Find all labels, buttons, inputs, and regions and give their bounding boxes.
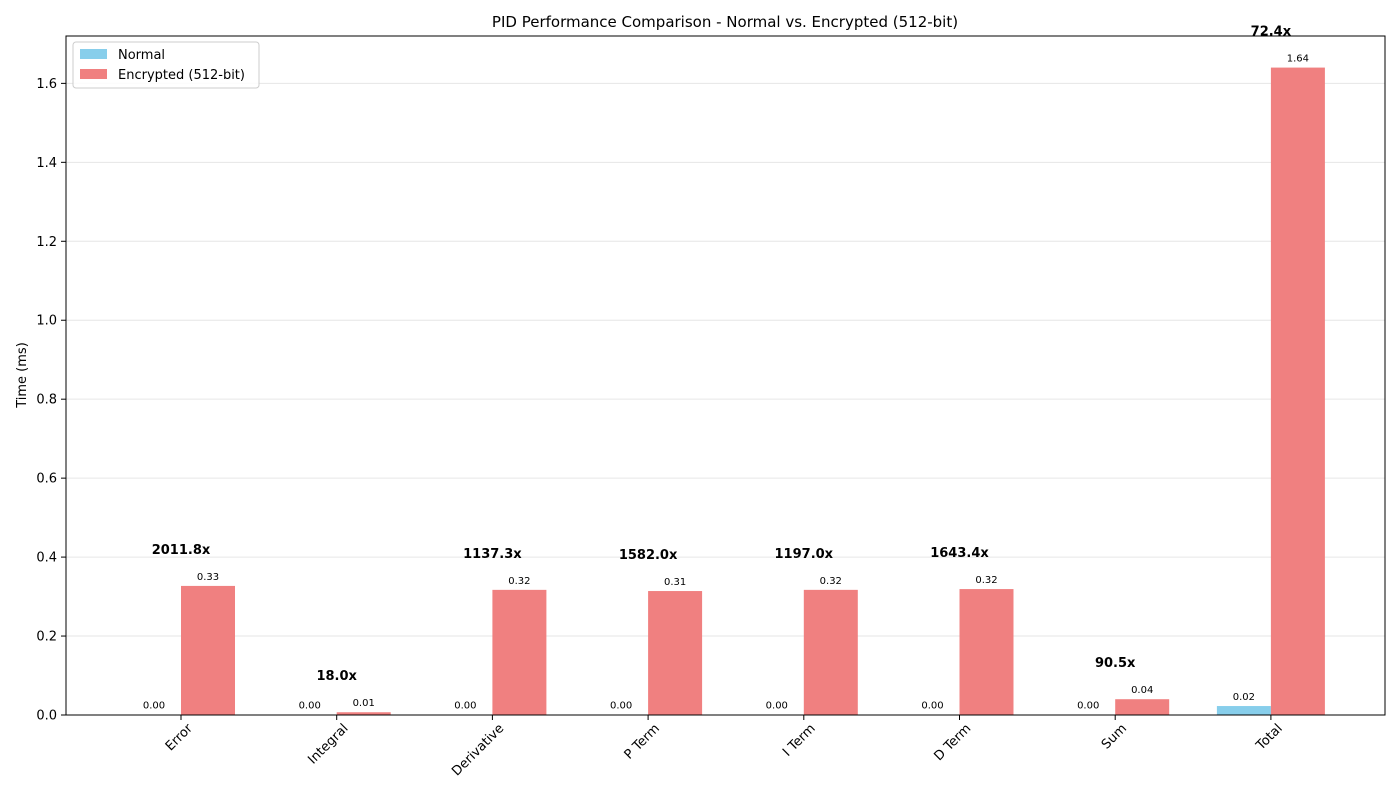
legend-label: Normal <box>118 48 165 63</box>
x-tick-label: Total <box>1253 721 1286 754</box>
y-axis-label: Time (ms) <box>15 342 30 409</box>
legend-box <box>72 41 260 89</box>
bar-value-label: 0.00 <box>610 701 632 712</box>
y-tick-label: 0.2 <box>36 630 57 645</box>
bar-value-label: 0.00 <box>299 701 321 712</box>
bar-encrypted <box>1270 67 1325 715</box>
speed-ratio-label: 18.0x <box>316 669 357 684</box>
x-tick-label: P Term <box>622 721 663 762</box>
y-tick-label: 0.0 <box>36 709 57 724</box>
bar-value-label: 0.02 <box>1233 692 1255 703</box>
bar-encrypted <box>336 712 391 715</box>
bar-value-label: 0.32 <box>820 576 842 587</box>
x-tick-label: Sum <box>1099 721 1130 752</box>
legend-label: Encrypted (512-bit) <box>118 68 245 83</box>
bar-normal <box>1216 706 1271 715</box>
bar-value-label: 0.00 <box>766 701 788 712</box>
x-tick-label: Derivative <box>449 721 507 779</box>
bar-value-label: 1.64 <box>1287 54 1309 65</box>
speed-ratio-label: 1582.0x <box>619 548 678 563</box>
x-tick-label: Error <box>163 721 196 754</box>
bar-value-label: 0.00 <box>454 701 476 712</box>
chart-title: PID Performance Comparison - Normal vs. … <box>492 13 958 31</box>
data-labels: 0.00 0.33 2011.8x 0.00 0.01 18.0x 0.00 0.32 1137… <box>143 25 1309 712</box>
bar-value-label: 0.31 <box>664 577 686 588</box>
y-tick-label: 0.4 <box>36 551 57 566</box>
bar-encrypted <box>803 589 858 715</box>
bar-encrypted <box>181 585 235 715</box>
legend-swatch <box>80 49 107 59</box>
bar-encrypted <box>648 591 703 715</box>
speed-ratio-label: 1643.4x <box>930 546 989 561</box>
x-tick-label: D Term <box>931 721 974 764</box>
bar-value-label: 0.32 <box>975 575 997 586</box>
x-tick-label: Integral <box>305 721 351 767</box>
bar-value-label: 0.01 <box>353 698 375 709</box>
bar-encrypted <box>492 589 547 715</box>
speed-ratio-label: 1197.0x <box>775 547 834 562</box>
bar-value-label: 0.00 <box>143 701 165 712</box>
y-tick-label: 1.6 <box>36 77 57 92</box>
x-tick-label: I Term <box>780 721 819 760</box>
speed-ratio-label: 2011.8x <box>152 543 211 558</box>
bar-value-label: 0.32 <box>508 576 530 587</box>
speed-ratio-label: 1137.3x <box>463 547 522 562</box>
legend: Normal Encrypted (512-bit) <box>72 41 260 89</box>
legend-swatch <box>80 69 107 79</box>
bar-value-label: 0.04 <box>1131 685 1153 696</box>
bar-encrypted <box>1115 699 1170 715</box>
y-tick-label: 0.8 <box>36 393 57 408</box>
gridlines <box>66 82 1385 716</box>
y-tick-label: 1.4 <box>36 156 57 171</box>
y-tick-label: 1.2 <box>36 235 57 250</box>
y-tick-label: 1.0 <box>36 314 57 329</box>
speed-ratio-label: 72.4x <box>1251 25 1292 40</box>
axes: 0.0 0.2 0.4 0.6 0.8 1.0 1.2 1.4 1.6 Error Integral… <box>36 35 1386 779</box>
bar-value-label: 0.00 <box>921 701 943 712</box>
plot-frame <box>65 35 1386 716</box>
bar-value-label: 0.33 <box>197 572 219 583</box>
bar-encrypted <box>959 589 1014 715</box>
bars <box>127 67 1325 715</box>
y-tick-label: 0.6 <box>36 472 57 487</box>
bar-value-label: 0.00 <box>1077 701 1099 712</box>
speed-ratio-label: 90.5x <box>1095 656 1136 671</box>
